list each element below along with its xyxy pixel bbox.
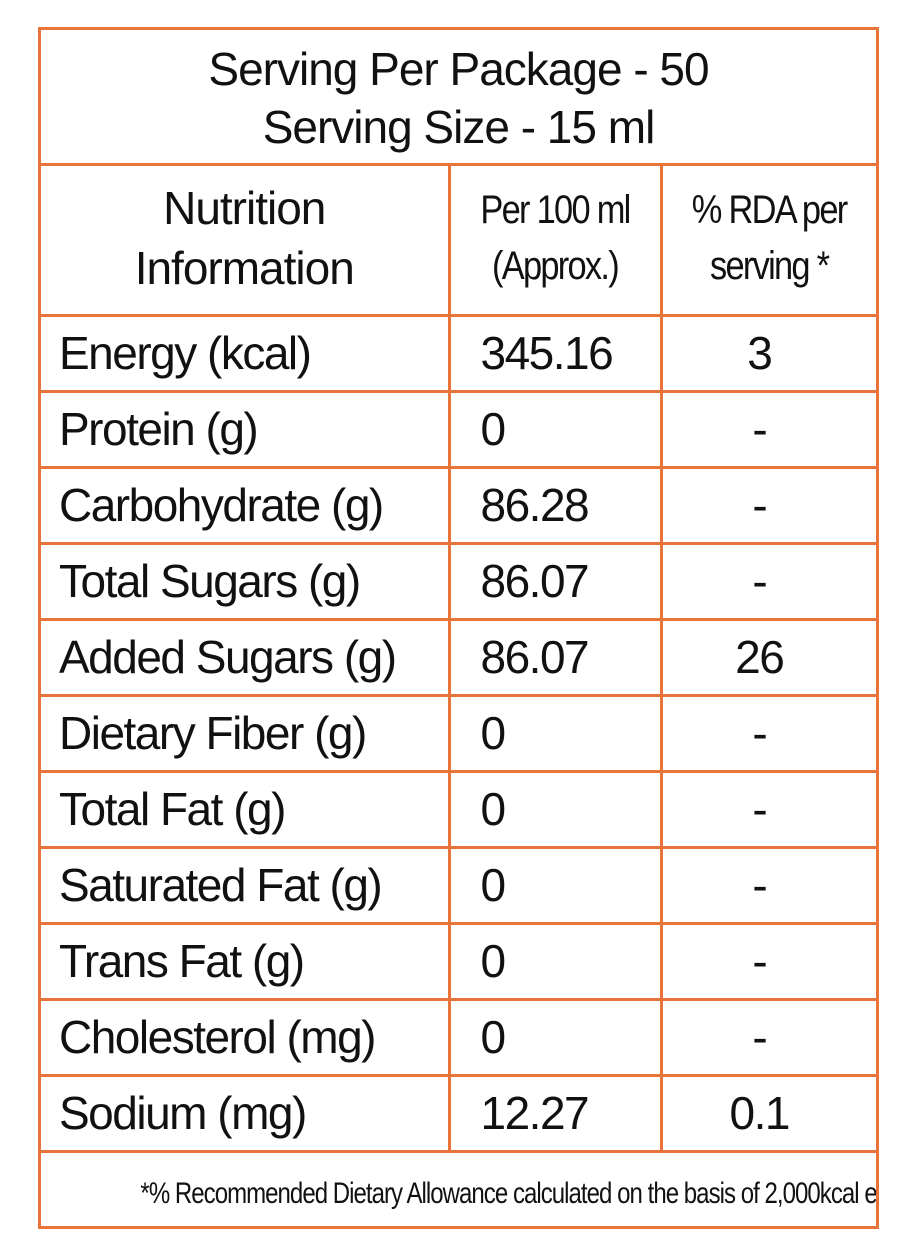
table-header-row: Nutrition Information Per 100 ml (Approx…	[41, 163, 876, 317]
table-row: Added Sugars (g) 86.07 26	[41, 617, 876, 697]
table-row: Trans Fat (g) 0 -	[41, 921, 876, 1001]
column-header-per-100ml-line1: Per 100 ml	[480, 188, 631, 233]
nutrient-name: Carbohydrate (g)	[41, 465, 451, 545]
nutrient-name: Cholesterol (mg)	[41, 997, 451, 1077]
rda-value: -	[659, 845, 876, 925]
table-row: Energy (kcal) 345.16 3	[41, 313, 876, 393]
column-header-rda: % RDA per serving *	[674, 163, 861, 317]
nutrient-name: Protein (g)	[41, 389, 451, 469]
nutrition-table: Nutrition Information Per 100 ml (Approx…	[41, 163, 876, 1235]
serving-header: Serving Per Package - 50 Serving Size - …	[41, 30, 876, 166]
table-row: Dietary Fiber (g) 0 -	[41, 693, 876, 773]
table-row: Carbohydrate (g) 86.28 -	[41, 465, 876, 545]
rda-value: 3	[659, 313, 876, 393]
nutrient-name: Added Sugars (g)	[41, 617, 451, 697]
per-100ml-value: 0	[447, 389, 663, 469]
table-row: Sodium (mg) 12.27 0.1	[41, 1073, 876, 1153]
rda-value: 26	[659, 617, 876, 697]
table-row: Total Fat (g) 0 -	[41, 769, 876, 849]
per-100ml-value: 12.27	[447, 1073, 663, 1153]
rda-value: -	[659, 389, 876, 469]
footnote-cell: *% Recommended Dietary Allowance calcula…	[41, 1149, 876, 1235]
table-row: Total Sugars (g) 86.07 -	[41, 541, 876, 621]
serving-size: Serving Size - 15 ml	[262, 101, 656, 153]
per-100ml-value: 0	[447, 997, 663, 1077]
table-row: Saturated Fat (g) 0 -	[41, 845, 876, 925]
rda-value: -	[659, 465, 876, 545]
rda-value: 0.1	[659, 1073, 876, 1153]
nutrient-name: Dietary Fiber (g)	[41, 693, 451, 773]
table-row: Cholesterol (mg) 0 -	[41, 997, 876, 1077]
per-100ml-value: 86.28	[447, 465, 663, 545]
rda-value: -	[659, 541, 876, 621]
column-header-nutrient-line1: Nutrition	[163, 182, 326, 235]
per-100ml-value: 345.16	[447, 313, 663, 393]
column-header-rda-line2: serving *	[709, 244, 830, 289]
column-header-per-100ml: Per 100 ml (Approx.)	[462, 163, 648, 317]
rda-value: -	[659, 997, 876, 1077]
nutrient-name: Total Sugars (g)	[41, 541, 451, 621]
column-header-nutrient-line2: Information	[134, 242, 355, 295]
per-100ml-value: 0	[447, 769, 663, 849]
nutrient-name: Energy (kcal)	[41, 313, 451, 393]
rda-value: -	[659, 693, 876, 773]
nutrient-name: Sodium (mg)	[41, 1073, 451, 1153]
nutrition-label: Serving Per Package - 50 Serving Size - …	[38, 27, 879, 1235]
table-row: Protein (g) 0 -	[41, 389, 876, 469]
per-100ml-value: 0	[447, 921, 663, 1001]
rda-value: -	[659, 769, 876, 849]
rda-value: -	[659, 921, 876, 1001]
column-header-per-100ml-line2: (Approx.)	[492, 244, 620, 289]
per-100ml-value: 0	[447, 693, 663, 773]
per-100ml-value: 86.07	[447, 541, 663, 621]
per-100ml-value: 86.07	[447, 617, 663, 697]
column-header-rda-line1: % RDA per	[691, 188, 848, 233]
nutrient-name: Saturated Fat (g)	[41, 845, 451, 925]
nutrient-name: Trans Fat (g)	[41, 921, 451, 1001]
nutrient-name: Total Fat (g)	[41, 769, 451, 849]
footnote-row: *% Recommended Dietary Allowance calcula…	[41, 1149, 876, 1235]
column-header-nutrient: Nutrition Information	[41, 163, 451, 317]
servings-per-package: Serving Per Package - 50	[208, 43, 709, 95]
footnote: *% Recommended Dietary Allowance calcula…	[140, 1176, 876, 1210]
per-100ml-value: 0	[447, 845, 663, 925]
